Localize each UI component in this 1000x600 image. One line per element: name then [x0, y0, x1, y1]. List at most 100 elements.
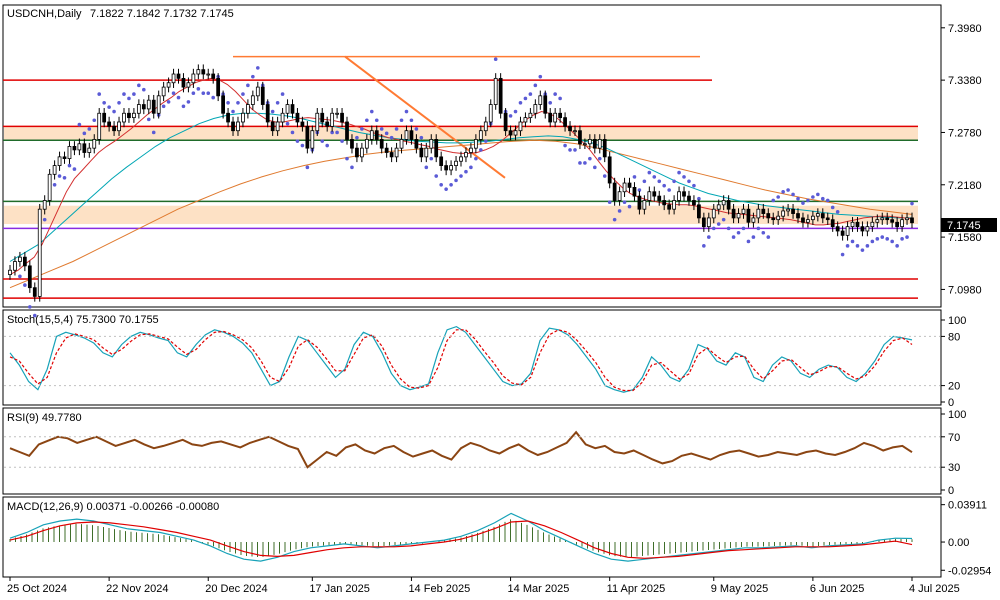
sar-dot [186, 100, 191, 104]
candle-body [528, 112, 533, 119]
candle-body [429, 139, 434, 149]
stoch-tick-label: 100 [948, 315, 966, 327]
candle-body [756, 208, 761, 219]
candle-body [652, 191, 657, 197]
candle-body [578, 130, 582, 145]
sar-dot [191, 91, 196, 96]
candle-body [221, 95, 225, 114]
candle-body [444, 165, 449, 171]
candle-body [419, 147, 424, 158]
candle-body [320, 112, 325, 123]
candle-body [340, 112, 344, 123]
sar-dot [568, 148, 572, 152]
candle-body [865, 226, 870, 232]
sar-dot [449, 182, 453, 187]
candle-body [815, 213, 820, 217]
sar-dot [77, 122, 82, 127]
sar-dot [379, 127, 384, 131]
candle-body [42, 200, 47, 210]
candle-body [315, 112, 320, 132]
price-tick-label: 7.2780 [948, 127, 982, 139]
candle-body [840, 230, 845, 236]
sar-dot [404, 109, 409, 114]
sar-dot [597, 156, 602, 161]
candle-body [171, 73, 176, 84]
rsi-line [4, 430, 940, 469]
candle-body [682, 191, 686, 197]
candle-body [553, 112, 558, 123]
sar-dot [657, 179, 662, 184]
sar-dot [335, 130, 339, 135]
ma-mid-line [9, 112, 912, 262]
candle-body [771, 217, 776, 221]
sar-dot [87, 127, 92, 131]
macd-axis: 0.03911 0.00 -0.02954 [941, 500, 991, 577]
candle-body [345, 121, 349, 140]
date-tick-label: 6 Jun 2025 [810, 583, 864, 595]
sar-dot [399, 118, 404, 123]
candle-body [13, 261, 17, 271]
candle-body [845, 226, 850, 236]
sar-dot [181, 104, 186, 109]
sar-dot [28, 305, 32, 309]
sar-dot [652, 175, 657, 179]
candle-body [151, 99, 156, 114]
sar-dot [637, 188, 642, 192]
candle-body [825, 217, 830, 221]
sar-dot [355, 135, 359, 140]
candle-body [176, 73, 181, 79]
candle-body [855, 221, 860, 228]
sar-dot [52, 182, 57, 187]
sar-dot [791, 192, 795, 197]
sar-dot [72, 167, 77, 171]
sar-dot [330, 130, 334, 135]
sar-dot [890, 239, 894, 244]
candle-body [201, 69, 206, 75]
candle-body [478, 130, 483, 140]
date-tick-label: 20 Dec 2024 [205, 583, 267, 595]
sar-dot [251, 74, 255, 79]
sar-dot [558, 96, 562, 101]
candle-body [409, 130, 414, 140]
sar-dot [721, 217, 726, 222]
candle-body [146, 99, 151, 110]
date-axis: 25 Oct 2024 22 Nov 2024 20 Dec 2024 17 Jan … [7, 577, 960, 595]
sar-dot [365, 118, 369, 123]
sar-dot [137, 83, 141, 88]
sar-dot [761, 230, 766, 235]
candle-body [394, 147, 399, 158]
sar-dot [612, 217, 617, 222]
candle-body [860, 226, 865, 232]
candle-body [325, 121, 330, 127]
sar-dot [845, 244, 850, 248]
rsi-tick-label: 30 [948, 462, 960, 474]
candle-body [18, 256, 22, 262]
sar-dot [736, 230, 741, 235]
candle-body [399, 139, 404, 149]
candle-body [355, 147, 359, 158]
parabolic-sar [18, 57, 914, 318]
candle-body [255, 86, 260, 97]
sar-dot [285, 121, 290, 126]
rsi-tick-label: 100 [948, 409, 966, 421]
candle-body [711, 208, 716, 219]
candle-body [662, 200, 667, 206]
sar-dot [702, 244, 706, 248]
candle-body [885, 217, 890, 221]
candle-body [206, 73, 211, 76]
candle-body [617, 191, 622, 201]
candle-body [127, 112, 131, 119]
sar-dot [171, 91, 176, 96]
candle-body [900, 219, 904, 228]
candle-body [464, 152, 468, 158]
sar-dot [345, 156, 349, 161]
sar-dot [741, 226, 746, 231]
sar-dot [518, 101, 523, 105]
candle-body [52, 165, 57, 175]
candle-body [587, 139, 592, 145]
candle-body [558, 112, 562, 119]
candle-body [136, 104, 141, 114]
sar-dot [776, 195, 780, 199]
sar-dot [280, 92, 285, 96]
